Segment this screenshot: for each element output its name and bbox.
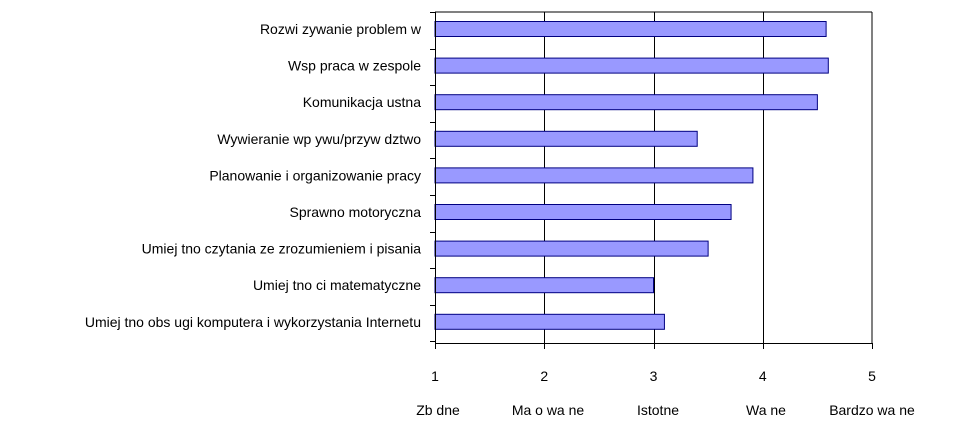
category-label-4: Planowanie i organizowanie pracy — [209, 167, 421, 183]
bar-5 — [434, 204, 732, 220]
bar-8 — [434, 313, 665, 330]
bar-4 — [434, 167, 754, 184]
x-tick-label-2: 2 — [540, 368, 548, 384]
axes — [430, 12, 873, 349]
bar-6 — [434, 240, 709, 257]
scale-label-4: Bardzo wa ne — [829, 402, 915, 418]
category-label-2: Komunikacja ustna — [303, 94, 422, 110]
category-label-1: Wsp praca w zespole — [288, 58, 421, 74]
x-tick-label-5: 5 — [868, 368, 876, 384]
scale-label-2: Istotne — [637, 402, 679, 418]
bar-1 — [434, 57, 829, 74]
x-tick-label-1: 1 — [431, 368, 439, 384]
x-tick-label-3: 3 — [650, 368, 658, 384]
bar-2 — [434, 94, 818, 111]
scale-label-0: Zb dne — [416, 402, 460, 418]
category-label-6: Umiej tno czytania ze zrozumieniem i pis… — [142, 241, 422, 257]
x-tick-labels: 1 2 3 4 5 — [431, 368, 876, 384]
scale-label-3: Wa ne — [746, 402, 786, 418]
category-label-5: Sprawno motoryczna — [289, 204, 421, 220]
x-tick-label-4: 4 — [759, 368, 767, 384]
bar-0 — [434, 21, 827, 37]
bars — [434, 21, 829, 330]
bar-3 — [434, 130, 698, 147]
scale-labels: Zb dne Ma o wa ne Istotne Wa ne Bardzo wa ne — [416, 402, 915, 418]
bar-7 — [434, 277, 654, 294]
scale-label-1: Ma o wa ne — [512, 402, 585, 418]
category-label-8: Umiej tno obs ugi komputera i wykorzysta… — [85, 314, 421, 330]
category-label-7: Umiej tno ci matematyczne — [253, 277, 421, 293]
category-labels: Rozwi zywanie problem w Wsp praca w zespo… — [85, 21, 422, 330]
category-label-3: Wywieranie wp ywu/przyw dztwo — [217, 131, 421, 147]
category-label-0: Rozwi zywanie problem w — [260, 21, 422, 37]
